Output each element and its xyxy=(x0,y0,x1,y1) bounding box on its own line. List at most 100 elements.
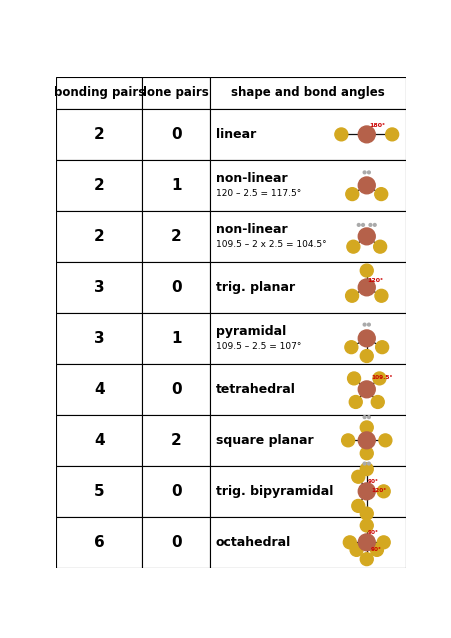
Bar xyxy=(56,415,142,466)
Circle shape xyxy=(358,381,375,397)
Bar xyxy=(210,466,406,517)
Text: 0: 0 xyxy=(171,127,181,142)
Bar xyxy=(210,262,406,313)
Text: bonding pairs: bonding pairs xyxy=(54,86,145,100)
Text: 120 – 2.5 = 117.5°: 120 – 2.5 = 117.5° xyxy=(216,189,301,198)
Bar xyxy=(142,109,210,160)
Circle shape xyxy=(373,223,376,226)
Circle shape xyxy=(358,177,375,194)
Bar xyxy=(210,109,406,160)
Text: 120°: 120° xyxy=(368,278,384,283)
Circle shape xyxy=(358,534,375,551)
Bar xyxy=(210,77,406,109)
Bar xyxy=(210,364,406,415)
Text: 180°: 180° xyxy=(369,122,386,128)
Circle shape xyxy=(352,470,365,483)
Circle shape xyxy=(360,350,373,362)
Bar xyxy=(142,313,210,364)
Circle shape xyxy=(368,323,370,326)
Circle shape xyxy=(360,264,373,277)
Text: 120°: 120° xyxy=(371,488,386,493)
Circle shape xyxy=(373,372,386,385)
Circle shape xyxy=(371,396,384,408)
Text: 109.5°: 109.5° xyxy=(371,375,392,380)
Circle shape xyxy=(375,188,388,200)
Bar xyxy=(210,313,406,364)
Text: trig. bipyramidal: trig. bipyramidal xyxy=(216,485,333,498)
Bar xyxy=(142,415,210,466)
Text: 3: 3 xyxy=(94,331,105,346)
Bar xyxy=(142,77,210,109)
Text: 1: 1 xyxy=(171,331,181,346)
Text: shape and bond angles: shape and bond angles xyxy=(231,86,385,100)
Circle shape xyxy=(335,128,348,141)
Circle shape xyxy=(363,323,366,326)
Circle shape xyxy=(360,421,373,434)
Circle shape xyxy=(374,241,387,253)
Bar xyxy=(56,466,142,517)
Text: 109.5 – 2.5 = 107°: 109.5 – 2.5 = 107° xyxy=(216,341,301,350)
Circle shape xyxy=(358,483,375,500)
Circle shape xyxy=(370,544,383,556)
Circle shape xyxy=(379,434,392,447)
Text: 2: 2 xyxy=(94,127,105,142)
Text: square planar: square planar xyxy=(216,434,313,447)
Bar xyxy=(142,517,210,568)
Circle shape xyxy=(358,126,375,143)
Circle shape xyxy=(369,223,372,226)
Bar xyxy=(56,262,142,313)
Text: 0: 0 xyxy=(171,280,181,295)
Text: pyramidal: pyramidal xyxy=(216,325,286,338)
Bar xyxy=(56,77,142,109)
Text: 2: 2 xyxy=(171,229,181,244)
Bar xyxy=(210,517,406,568)
Bar xyxy=(56,313,142,364)
Circle shape xyxy=(350,544,363,556)
Text: octahedral: octahedral xyxy=(216,536,291,549)
Text: non-linear: non-linear xyxy=(216,223,287,236)
Text: 90°: 90° xyxy=(368,530,378,535)
Bar xyxy=(210,415,406,466)
Text: 0: 0 xyxy=(171,484,181,499)
Text: 109.5 – 2 x 2.5 = 104.5°: 109.5 – 2 x 2.5 = 104.5° xyxy=(216,239,326,249)
Circle shape xyxy=(358,432,375,449)
Circle shape xyxy=(345,341,358,353)
Circle shape xyxy=(358,330,375,347)
Bar xyxy=(142,211,210,262)
Bar xyxy=(142,262,210,313)
Text: 4: 4 xyxy=(94,382,105,397)
Text: tetrahedral: tetrahedral xyxy=(216,383,295,396)
Circle shape xyxy=(349,396,362,408)
Circle shape xyxy=(368,171,370,174)
Text: 0: 0 xyxy=(171,535,181,550)
Text: trig. planar: trig. planar xyxy=(216,281,295,294)
Text: 4: 4 xyxy=(94,433,105,448)
Bar xyxy=(56,109,142,160)
Circle shape xyxy=(360,447,373,460)
Circle shape xyxy=(360,463,373,475)
Bar xyxy=(56,517,142,568)
Circle shape xyxy=(360,507,373,520)
Circle shape xyxy=(346,188,359,200)
Circle shape xyxy=(363,462,366,465)
Text: 3: 3 xyxy=(94,280,105,295)
Circle shape xyxy=(343,536,356,549)
Bar xyxy=(210,160,406,211)
Text: 2: 2 xyxy=(171,433,181,448)
Circle shape xyxy=(375,290,388,302)
Text: 6: 6 xyxy=(94,535,105,550)
Text: non-linear: non-linear xyxy=(216,172,287,185)
Circle shape xyxy=(358,279,375,296)
Circle shape xyxy=(352,500,365,512)
Text: 2: 2 xyxy=(94,229,105,244)
Bar xyxy=(142,466,210,517)
Bar xyxy=(142,364,210,415)
Circle shape xyxy=(368,462,370,465)
Circle shape xyxy=(362,223,364,226)
Circle shape xyxy=(376,341,389,353)
Text: linear: linear xyxy=(216,128,256,141)
Text: 5: 5 xyxy=(94,484,105,499)
Bar xyxy=(56,364,142,415)
Bar xyxy=(56,160,142,211)
Circle shape xyxy=(348,372,360,385)
